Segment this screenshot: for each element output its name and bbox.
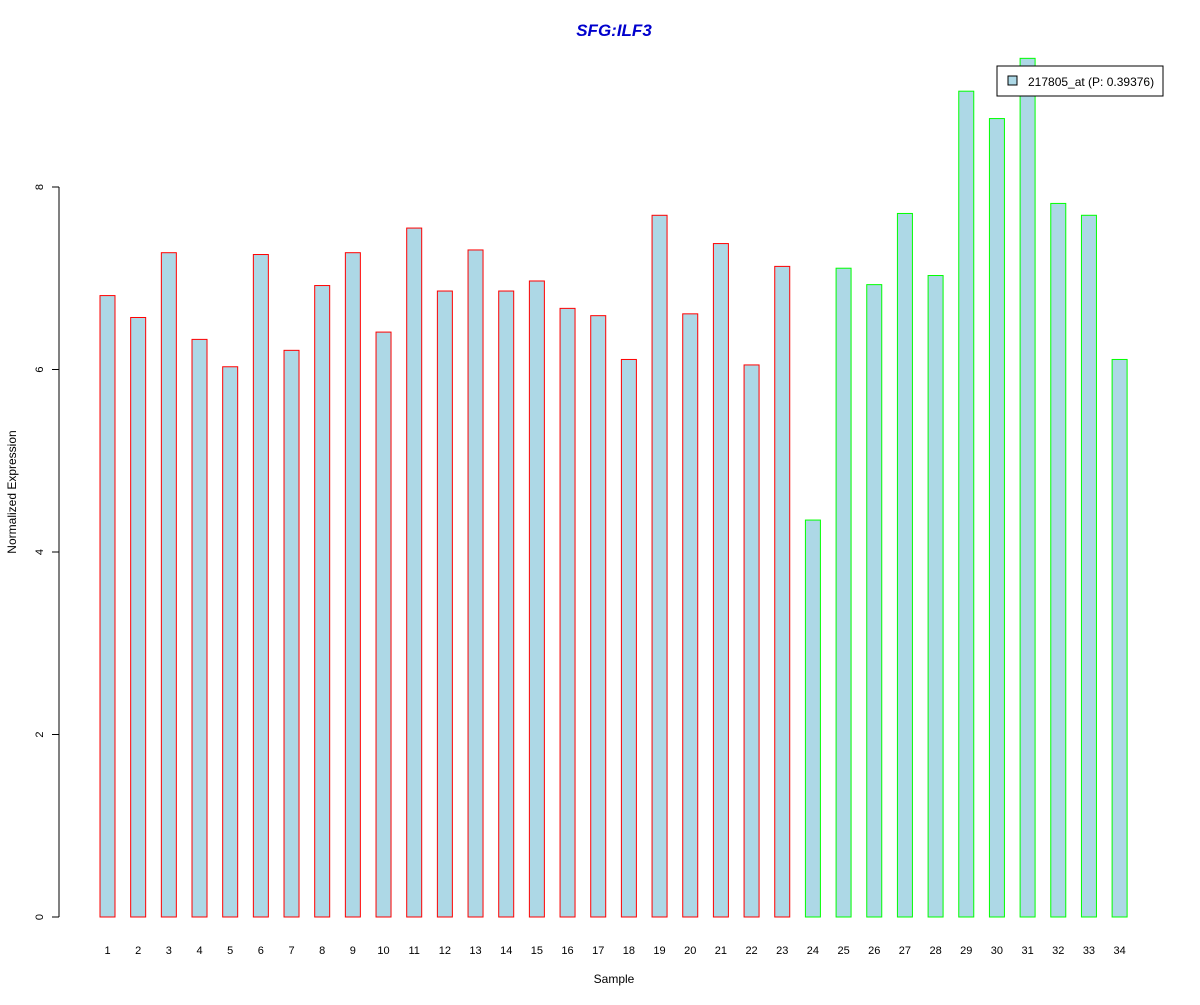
x-tick-label: 16 [561, 945, 573, 957]
legend-label: 217805_at (P: 0.39376) [1028, 75, 1154, 89]
x-tick-label: 32 [1052, 945, 1064, 957]
bar-19 [651, 214, 668, 918]
y-tick-label: 6 [34, 366, 46, 372]
x-tick-label: 6 [258, 945, 264, 957]
bar-15 [528, 280, 545, 918]
x-tick-label: 28 [929, 945, 941, 957]
legend-swatch [1007, 75, 1018, 86]
bar-30 [988, 118, 1005, 918]
bar-14 [498, 290, 515, 918]
bar-12 [436, 290, 453, 918]
x-tick-label: 2 [135, 945, 141, 957]
bar-7 [283, 349, 300, 918]
x-tick-label: 18 [623, 945, 635, 957]
x-tick-label: 30 [991, 945, 1003, 957]
x-tick-label: 13 [469, 945, 481, 957]
bar-6 [252, 254, 269, 918]
y-axis: 0 2 4 6 8 [34, 184, 60, 920]
x-tick-label: 19 [653, 945, 665, 957]
x-tick-label: 24 [807, 945, 819, 957]
bar-13 [467, 249, 484, 918]
x-tick-label: 25 [837, 945, 849, 957]
x-tick-label: 17 [592, 945, 604, 957]
x-axis-label: Sample [594, 972, 635, 986]
y-tick-label: 8 [34, 184, 46, 190]
x-tick-label: 20 [684, 945, 696, 957]
x-tick-label: 33 [1083, 945, 1095, 957]
x-tick-label: 29 [960, 945, 972, 957]
bar-1 [99, 295, 116, 918]
bar-4 [191, 338, 208, 918]
bar-16 [559, 307, 576, 918]
x-tick-label: 3 [166, 945, 172, 957]
x-tick-label: 8 [319, 945, 325, 957]
x-tick-label: 23 [776, 945, 788, 957]
bar-29 [958, 90, 975, 918]
chart-title: SFG:ILF3 [576, 21, 652, 40]
bar-23 [774, 265, 791, 918]
bar-25 [835, 267, 852, 918]
x-tick-label: 5 [227, 945, 233, 957]
bar-22 [743, 364, 760, 918]
x-tick-label: 12 [439, 945, 451, 957]
bar-9 [344, 252, 361, 918]
bar-26 [866, 284, 883, 918]
x-tick-labels: 1 2 3 4 5 6 7 8 9 10 11 12 13 14 15 16 17 18 19 20 21 22 23 24 2… [104, 945, 1125, 957]
bar-18 [620, 358, 637, 918]
x-tick-label: 14 [500, 945, 512, 957]
x-tick-label: 15 [531, 945, 543, 957]
y-tick-label: 2 [34, 731, 46, 737]
y-axis-label: Normalized Expression [5, 430, 19, 553]
bar-2 [130, 316, 147, 918]
bar-34 [1111, 358, 1128, 918]
x-tick-label: 10 [377, 945, 389, 957]
bar-11 [406, 227, 423, 918]
y-tick-label: 4 [34, 549, 46, 555]
bar-20 [682, 313, 699, 918]
x-tick-label: 31 [1021, 945, 1033, 957]
x-tick-label: 26 [868, 945, 880, 957]
bar-28 [927, 275, 944, 918]
x-tick-label: 1 [104, 945, 110, 957]
bar-17 [590, 315, 607, 918]
legend-box [996, 65, 1164, 97]
bar-21 [712, 243, 729, 918]
bar-5 [222, 366, 239, 918]
x-tick-label: 21 [715, 945, 727, 957]
bar-27 [896, 212, 913, 918]
bar-3 [160, 252, 177, 918]
bars-group [99, 57, 1128, 918]
bar-31 [1019, 57, 1036, 918]
x-tick-label: 4 [196, 945, 202, 957]
x-tick-label: 22 [745, 945, 757, 957]
bar-10 [375, 331, 392, 918]
bar-32 [1050, 202, 1067, 918]
legend: 217805_at (P: 0.39376) [996, 65, 1164, 97]
y-tick-label: 0 [34, 914, 46, 920]
bar-8 [314, 285, 331, 918]
bar-33 [1080, 214, 1097, 918]
x-tick-label: 7 [288, 945, 294, 957]
x-tick-label: 27 [899, 945, 911, 957]
bar-24 [804, 519, 821, 918]
x-tick-label: 11 [408, 945, 419, 957]
x-tick-label: 34 [1113, 945, 1125, 957]
x-tick-label: 9 [350, 945, 356, 957]
